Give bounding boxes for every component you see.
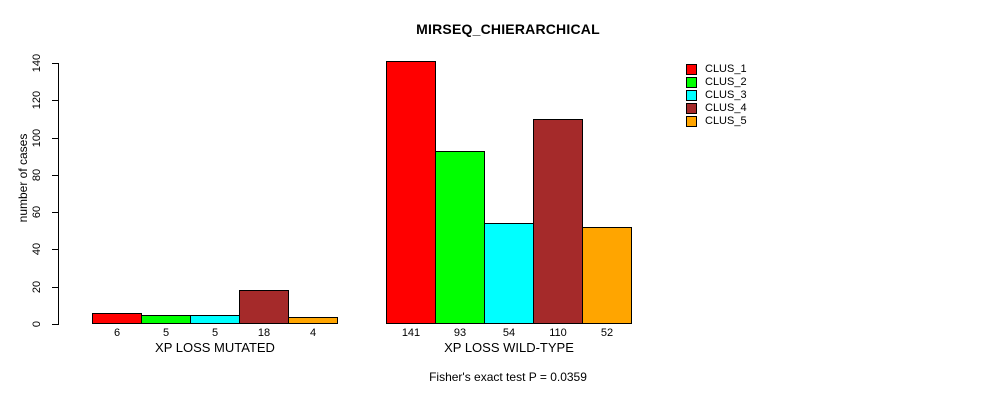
bar-clus_3 bbox=[190, 315, 240, 324]
legend-item: CLUS_3 bbox=[686, 89, 747, 101]
legend-item: CLUS_2 bbox=[686, 76, 747, 88]
bar-value-label: 93 bbox=[453, 327, 467, 339]
fisher-test-caption: Fisher's exact test P = 0.0359 bbox=[429, 370, 587, 384]
y-tick bbox=[52, 287, 58, 288]
y-tick-label: 20 bbox=[31, 280, 43, 294]
bar-clus_1 bbox=[92, 313, 142, 324]
bar-value-label: 5 bbox=[162, 327, 170, 339]
y-axis-label: number of cases bbox=[16, 133, 30, 223]
bar-clus_5 bbox=[582, 227, 632, 324]
y-tick bbox=[52, 138, 58, 139]
legend-label: CLUS_5 bbox=[705, 115, 747, 127]
y-tick-label: 40 bbox=[31, 242, 43, 256]
legend-swatch-clus_5 bbox=[686, 115, 697, 127]
legend-item: CLUS_4 bbox=[686, 102, 747, 114]
bar-value-label: 141 bbox=[401, 327, 421, 339]
bar-clus_4 bbox=[533, 119, 583, 324]
y-tick-label: 140 bbox=[31, 53, 43, 73]
chart-title: MIRSEQ_CHIERARCHICAL bbox=[416, 21, 600, 37]
bar-value-label: 6 bbox=[113, 327, 121, 339]
legend-swatch-clus_2 bbox=[686, 76, 697, 88]
legend: CLUS_1 CLUS_2 CLUS_3 CLUS_4 CLUS_5 bbox=[686, 63, 747, 128]
y-tick bbox=[52, 324, 58, 325]
bar-clus_1 bbox=[386, 61, 436, 324]
legend-label: CLUS_2 bbox=[705, 76, 747, 88]
legend-swatch-clus_3 bbox=[686, 89, 697, 101]
bar-clus_4 bbox=[239, 290, 289, 324]
y-tick-label: 120 bbox=[31, 90, 43, 110]
legend-label: CLUS_3 bbox=[705, 89, 747, 101]
bar-clus_2 bbox=[435, 151, 485, 324]
y-tick bbox=[52, 249, 58, 250]
bar-value-label: 54 bbox=[502, 327, 516, 339]
y-tick-label: 80 bbox=[31, 168, 43, 182]
x-category-label: XP LOSS MUTATED bbox=[155, 340, 275, 355]
y-tick bbox=[52, 100, 58, 101]
legend-swatch-clus_1 bbox=[686, 63, 697, 75]
bar-clus_2 bbox=[141, 315, 191, 324]
y-tick bbox=[52, 63, 58, 64]
bar-clus_5 bbox=[288, 317, 338, 324]
bar-value-label: 52 bbox=[600, 327, 614, 339]
bar-value-label: 18 bbox=[257, 327, 271, 339]
legend-label: CLUS_1 bbox=[705, 63, 747, 75]
y-tick-label: 0 bbox=[31, 320, 43, 328]
y-tick bbox=[52, 175, 58, 176]
y-tick-label: 100 bbox=[31, 128, 43, 148]
bar-value-label: 4 bbox=[309, 327, 317, 339]
bar-value-label: 5 bbox=[211, 327, 219, 339]
y-tick bbox=[52, 212, 58, 213]
bar-clus_3 bbox=[484, 223, 534, 324]
legend-label: CLUS_4 bbox=[705, 102, 747, 114]
y-tick-label: 60 bbox=[31, 205, 43, 219]
x-category-label: XP LOSS WILD-TYPE bbox=[444, 340, 574, 355]
bar-value-label: 110 bbox=[549, 327, 567, 339]
legend-item: CLUS_5 bbox=[686, 115, 747, 127]
y-axis-line bbox=[58, 63, 59, 325]
legend-item: CLUS_1 bbox=[686, 63, 747, 75]
legend-swatch-clus_4 bbox=[686, 102, 697, 114]
